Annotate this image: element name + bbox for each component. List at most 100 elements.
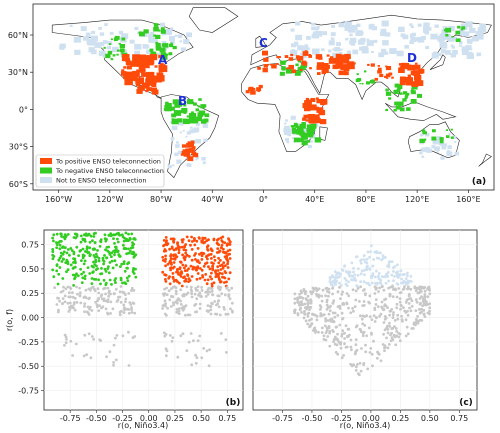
scatter-point [423,295,426,299]
scatter-point [352,267,355,270]
scatter-point [83,238,87,241]
scatter-point [114,287,118,291]
scatter-point [223,293,227,297]
teleconnection-cell [359,31,364,35]
scatter-point [359,261,363,265]
scatter-point [52,233,56,237]
scatter-point [53,286,56,289]
scatter-point [383,298,386,302]
scatter-point [360,347,363,350]
scatter-point [204,262,207,266]
teleconnection-cell [352,49,359,55]
scatter-point [51,257,55,261]
scatter-point [66,285,70,289]
teleconnection-cell [348,63,355,70]
scatter-point [90,277,94,280]
scatter-point [325,289,329,293]
scatter-point [371,264,375,268]
teleconnection-cell [189,126,193,129]
scatter-point [331,280,334,284]
scatter-point [72,257,75,260]
teleconnection-cell [321,48,325,52]
teleconnection-cell [335,62,343,69]
scatter-point [374,287,378,291]
teleconnection-cell [288,57,294,61]
teleconnection-cell [370,63,375,67]
teleconnection-cell [137,31,140,34]
scatter-point [107,250,111,254]
teleconnection-cell [404,44,409,49]
scatter-point [399,304,403,307]
lon-tick-label: 80°W [150,195,172,204]
scatter-point [87,287,91,291]
teleconnection-cell [421,129,426,133]
teleconnection-cell [186,142,193,148]
scatter-point [217,261,221,265]
scatter-point [354,350,358,354]
teleconnection-cell [263,64,268,68]
scatter-point [62,250,66,254]
scatter-point [206,310,210,313]
scatter-point [407,286,410,290]
scatter-point [108,292,112,296]
scatter-point [102,299,106,303]
scatter-point [376,356,379,360]
scatter-point [120,309,123,313]
scatter-point [195,260,199,263]
scatter-point [353,273,357,277]
scatter-point [343,342,346,346]
teleconnection-cell [191,111,194,114]
scatter-point [69,339,73,343]
y-tick-label: 0.00 [21,314,39,323]
scatter-point [125,276,129,280]
scatter-point [78,286,81,290]
scatter-point [223,281,226,284]
scatter-point [164,280,168,283]
scatter-point [388,325,392,328]
scatter-point [82,354,86,358]
teleconnection-cell [399,80,406,86]
scatter-point [371,272,375,275]
scatter-point [230,301,234,305]
scatter-point [194,361,198,365]
scatter-point [172,303,176,307]
scatter-point [370,318,374,321]
scatter-point [185,285,189,289]
scatter-point [115,334,119,337]
teleconnection-cell [407,64,415,71]
scatter-point [168,247,172,251]
teleconnection-cell [119,44,125,49]
teleconnection-cell [458,31,464,36]
scatter-point [378,314,381,318]
scatter-point [169,305,173,308]
x-tick-label: -0.75 [272,414,293,423]
scatter-point [218,264,222,267]
scatter-point [90,264,94,268]
scatter-point [103,286,107,290]
teleconnection-cell [284,125,290,131]
scatter-point [386,331,390,335]
scatter-point [176,241,180,245]
scatter-point [224,312,228,316]
scatter-point [165,349,169,353]
teleconnection-cell [399,107,405,112]
teleconnection-cell [329,59,333,62]
scatter-point [205,349,209,353]
teleconnection-cell [160,27,165,31]
teleconnection-cell [139,31,145,37]
scatter-point [130,308,134,312]
scatter-point [345,302,349,306]
scatter-point [370,333,373,336]
scatter-point [217,237,220,241]
teleconnection-cell [389,48,397,54]
scatter-point [363,324,367,327]
scatter-point [118,313,122,317]
teleconnection-cell [435,138,441,143]
scatter-point [375,256,379,260]
teleconnection-cell [308,114,315,120]
teleconnection-cell [287,133,292,137]
scatter-point [105,256,109,260]
scatter-point [308,319,311,322]
scatter-point [116,237,119,241]
teleconnection-cell [398,67,405,73]
